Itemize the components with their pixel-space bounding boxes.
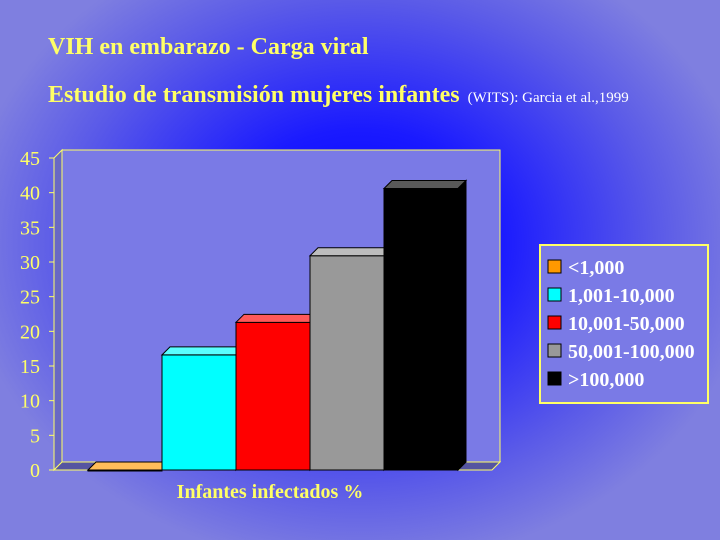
bar-front <box>383 188 459 471</box>
bar-top <box>160 346 246 356</box>
bar <box>86 461 172 472</box>
legend-swatch <box>547 287 562 302</box>
legend-label: 50,001-100,000 <box>568 341 695 363</box>
bar-front <box>235 321 311 471</box>
bar <box>160 345 246 472</box>
legend-label: <1,000 <box>568 257 624 279</box>
y-tick-label: 20 <box>20 321 40 343</box>
legend-swatch <box>547 259 562 274</box>
legend-box <box>539 244 709 404</box>
legend-swatch <box>547 343 562 358</box>
chart-subtitle: Estudio de transmisión mujeres infantes <box>48 82 460 108</box>
bar-top <box>86 461 172 471</box>
bar <box>234 313 320 472</box>
legend-swatch <box>547 315 562 330</box>
y-tick-label: 0 <box>30 460 40 482</box>
bar-top <box>382 180 468 190</box>
plot-side-wall <box>53 148 63 472</box>
bar-front <box>161 354 237 471</box>
y-tick-label: 45 <box>20 148 40 170</box>
chart-citation: (WITS): Garcia et al.,1999 <box>467 90 629 106</box>
bar-front <box>309 255 385 471</box>
y-tick-label: 40 <box>20 183 40 205</box>
y-tick-label: 10 <box>20 391 40 413</box>
bar-top <box>308 247 394 257</box>
y-tick-label: 5 <box>30 425 40 447</box>
legend-label: >100,000 <box>568 369 644 391</box>
bar-top <box>234 313 320 323</box>
y-tick-label: 15 <box>20 356 40 378</box>
bar-series <box>86 179 468 472</box>
x-axis-label: Infantes infectados % <box>177 481 364 503</box>
y-tick-label: 25 <box>20 287 40 309</box>
bar-side <box>457 179 467 472</box>
bar <box>308 246 394 472</box>
chart-subtitle-line: Estudio de transmisión mujeres infantes (… <box>48 82 629 109</box>
legend-label: 10,001-50,000 <box>568 313 685 335</box>
legend-label: 1,001-10,000 <box>568 285 675 307</box>
legend-swatch <box>547 371 562 386</box>
y-tick-label: 35 <box>20 217 40 239</box>
chart-title: VIH en embarazo - Carga viral <box>48 34 369 60</box>
y-axis-ticks: 0 5 10 15 20 25 30 35 40 45 <box>20 148 54 482</box>
bar <box>382 179 468 472</box>
y-tick-label: 30 <box>20 252 40 274</box>
legend: <1,000 1,001-10,000 10,001-50,000 50,001-10… <box>539 244 709 404</box>
